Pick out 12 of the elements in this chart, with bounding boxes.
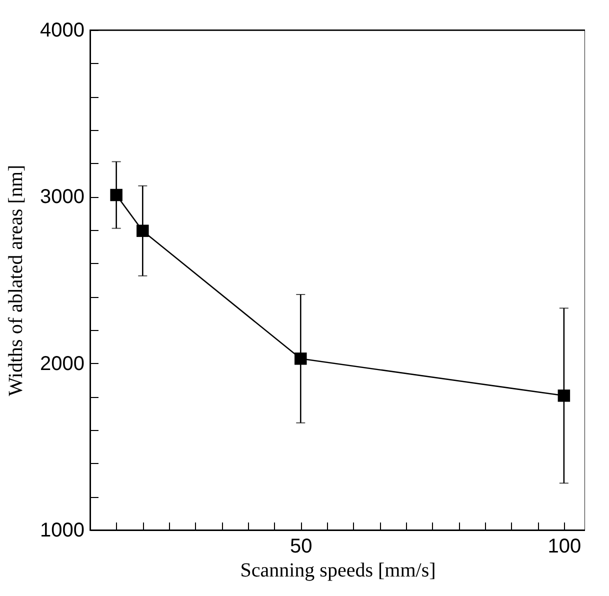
x-axis-title: Scanning speeds [mm/s] bbox=[240, 560, 436, 582]
point bbox=[558, 390, 570, 402]
y-tick-label: 2000 bbox=[40, 352, 84, 375]
x-tick-label: 50 bbox=[290, 536, 312, 558]
y-tick-label: 3000 bbox=[40, 186, 84, 208]
y-tick-label: 1000 bbox=[40, 520, 84, 542]
y-axis-title: Widths of ablated areas [nm] bbox=[5, 164, 28, 396]
point bbox=[110, 188, 122, 202]
y-tick-label: 4000 bbox=[40, 20, 84, 42]
point bbox=[294, 352, 307, 365]
point bbox=[136, 224, 149, 237]
x-tick-label: 100 bbox=[548, 536, 582, 558]
